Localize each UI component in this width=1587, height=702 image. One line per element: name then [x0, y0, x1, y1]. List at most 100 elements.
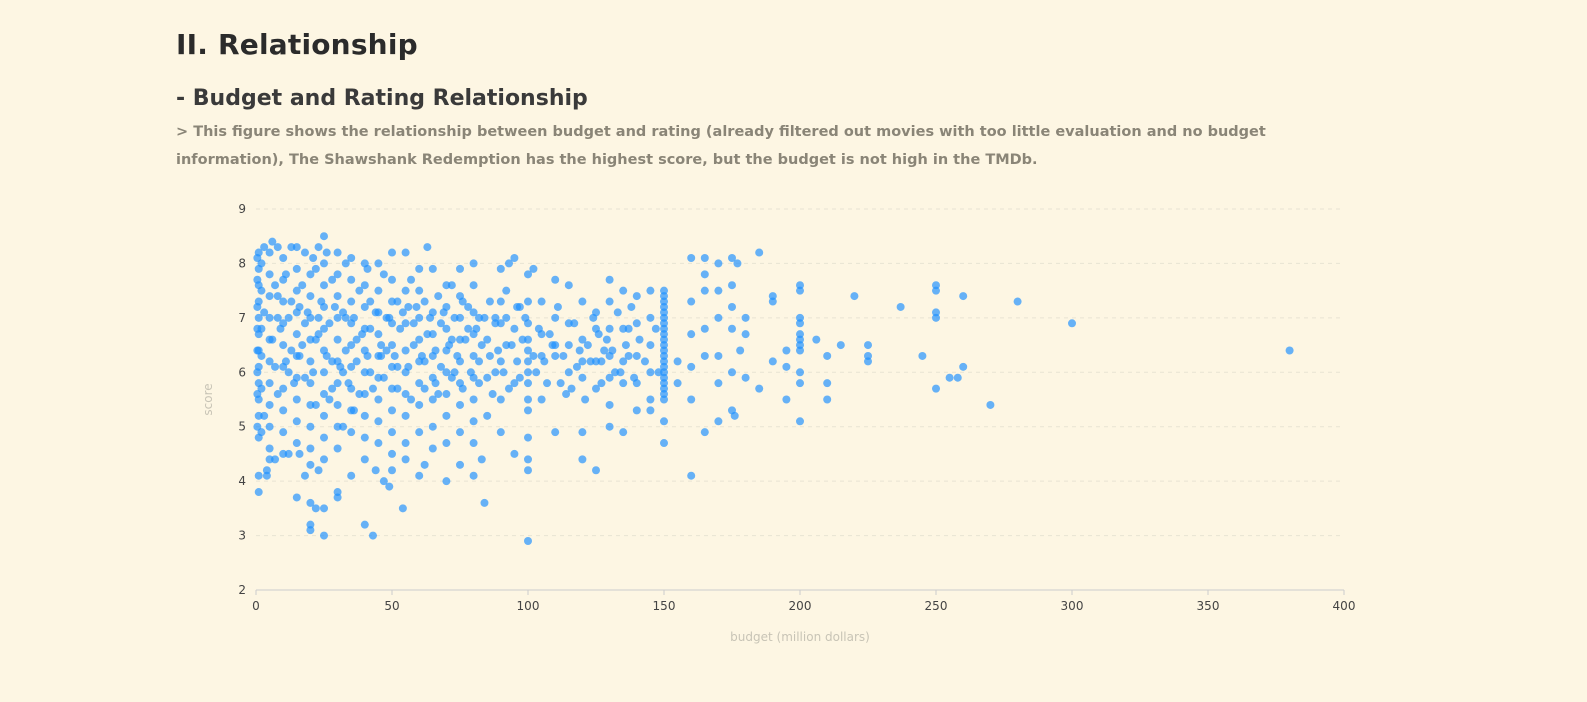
scatter-point [415, 471, 424, 480]
scatter-point [420, 384, 429, 393]
scatter-point [496, 428, 505, 437]
scatter-point [442, 281, 451, 290]
scatter-point [436, 362, 445, 371]
scatter-point [388, 341, 396, 350]
scatter-point [660, 439, 668, 448]
scatter-point [646, 341, 655, 350]
scatter-point [328, 275, 337, 284]
scatter-point [632, 292, 641, 301]
scatter-point [578, 373, 587, 382]
scatter-point [513, 357, 522, 366]
scatter-point [434, 292, 443, 301]
y-tick-label: 7 [238, 311, 246, 325]
scatter-point [265, 335, 274, 344]
scatter-point [360, 281, 369, 290]
scatter-point [379, 477, 388, 486]
scatter-point [279, 275, 288, 284]
scatter-point [510, 324, 519, 333]
scatter-point [510, 253, 519, 262]
scatter-point [347, 275, 356, 284]
scatter-point [728, 324, 736, 333]
scatter-point [279, 449, 288, 458]
scatter-point [630, 373, 639, 382]
scatter-point [464, 302, 473, 311]
scatter-point [556, 379, 565, 388]
scatter-point [646, 406, 655, 415]
scatter-point [442, 368, 451, 377]
scatter-point [562, 390, 571, 399]
scatter-point [314, 243, 323, 252]
scatter-point [298, 341, 307, 350]
x-tick-label: 250 [925, 599, 948, 613]
scatter-point [586, 357, 595, 366]
scatter-point [254, 313, 263, 322]
chart-description: > This figure shows the relationship bet… [176, 124, 1266, 168]
scatter-point [287, 346, 296, 355]
scatter-point [295, 449, 304, 458]
scatter-point [469, 308, 478, 317]
scatter-point [597, 379, 606, 388]
scatter-point [341, 259, 350, 268]
scatter-point [442, 477, 451, 486]
scatter-point [502, 286, 511, 295]
scatter-point [374, 330, 383, 339]
scatter-point [700, 286, 709, 295]
scatter-point [328, 357, 337, 366]
scatter-point [292, 351, 301, 360]
scatter-point [836, 341, 845, 350]
scatter-point [570, 319, 579, 328]
scatter-point [768, 357, 777, 366]
scatter-point [415, 313, 424, 322]
y-tick-label: 3 [238, 529, 246, 543]
scatter-point [619, 357, 628, 366]
scatter-point [447, 373, 456, 382]
scatter-point [700, 351, 709, 360]
scatter-point [360, 259, 369, 268]
scatter-point [613, 308, 622, 317]
x-axis-title: budget (million dollars) [730, 630, 870, 644]
scatter-point [442, 390, 451, 399]
scatter-point [311, 264, 320, 273]
scatter-point [262, 471, 271, 480]
scatter-point [388, 362, 396, 371]
scatter-point [932, 286, 940, 295]
scatter-point [700, 270, 709, 279]
scatter-point [483, 373, 492, 382]
scatter-point [469, 351, 478, 360]
scatter-point [524, 537, 532, 546]
scatter-point [273, 390, 282, 399]
scatter-point [254, 471, 263, 480]
scatter-point [374, 417, 383, 426]
scatter-point [295, 302, 304, 311]
scatter-point [660, 417, 668, 426]
scatter-point [741, 313, 750, 322]
scatter-point [398, 308, 407, 317]
section-title: II. Relationship [176, 28, 418, 61]
scatter-point [434, 390, 443, 399]
scatter-point [352, 357, 361, 366]
scatter-point [401, 411, 410, 420]
scatter-point [320, 368, 328, 377]
scatter-point [728, 302, 736, 311]
scatter-point [420, 460, 429, 469]
scatter-point [575, 346, 584, 355]
scatter-point [559, 351, 568, 360]
scatter-point [253, 324, 262, 333]
scatter-point [605, 373, 614, 382]
scatter-point [864, 341, 872, 350]
scatter-point [741, 373, 750, 382]
scatter-point [1068, 319, 1076, 328]
scatter-point [537, 297, 546, 306]
y-axis-title: score [201, 383, 215, 415]
scatter-point [466, 368, 475, 377]
scatter-point [377, 341, 386, 350]
scatter-point [551, 313, 560, 322]
scatter-point [322, 248, 331, 257]
scatter-point [347, 297, 356, 306]
scatter-point [281, 357, 290, 366]
scatter-point [632, 406, 641, 415]
scatter-point [254, 488, 263, 497]
scatter-point [360, 433, 369, 442]
scatter-point [404, 362, 413, 371]
